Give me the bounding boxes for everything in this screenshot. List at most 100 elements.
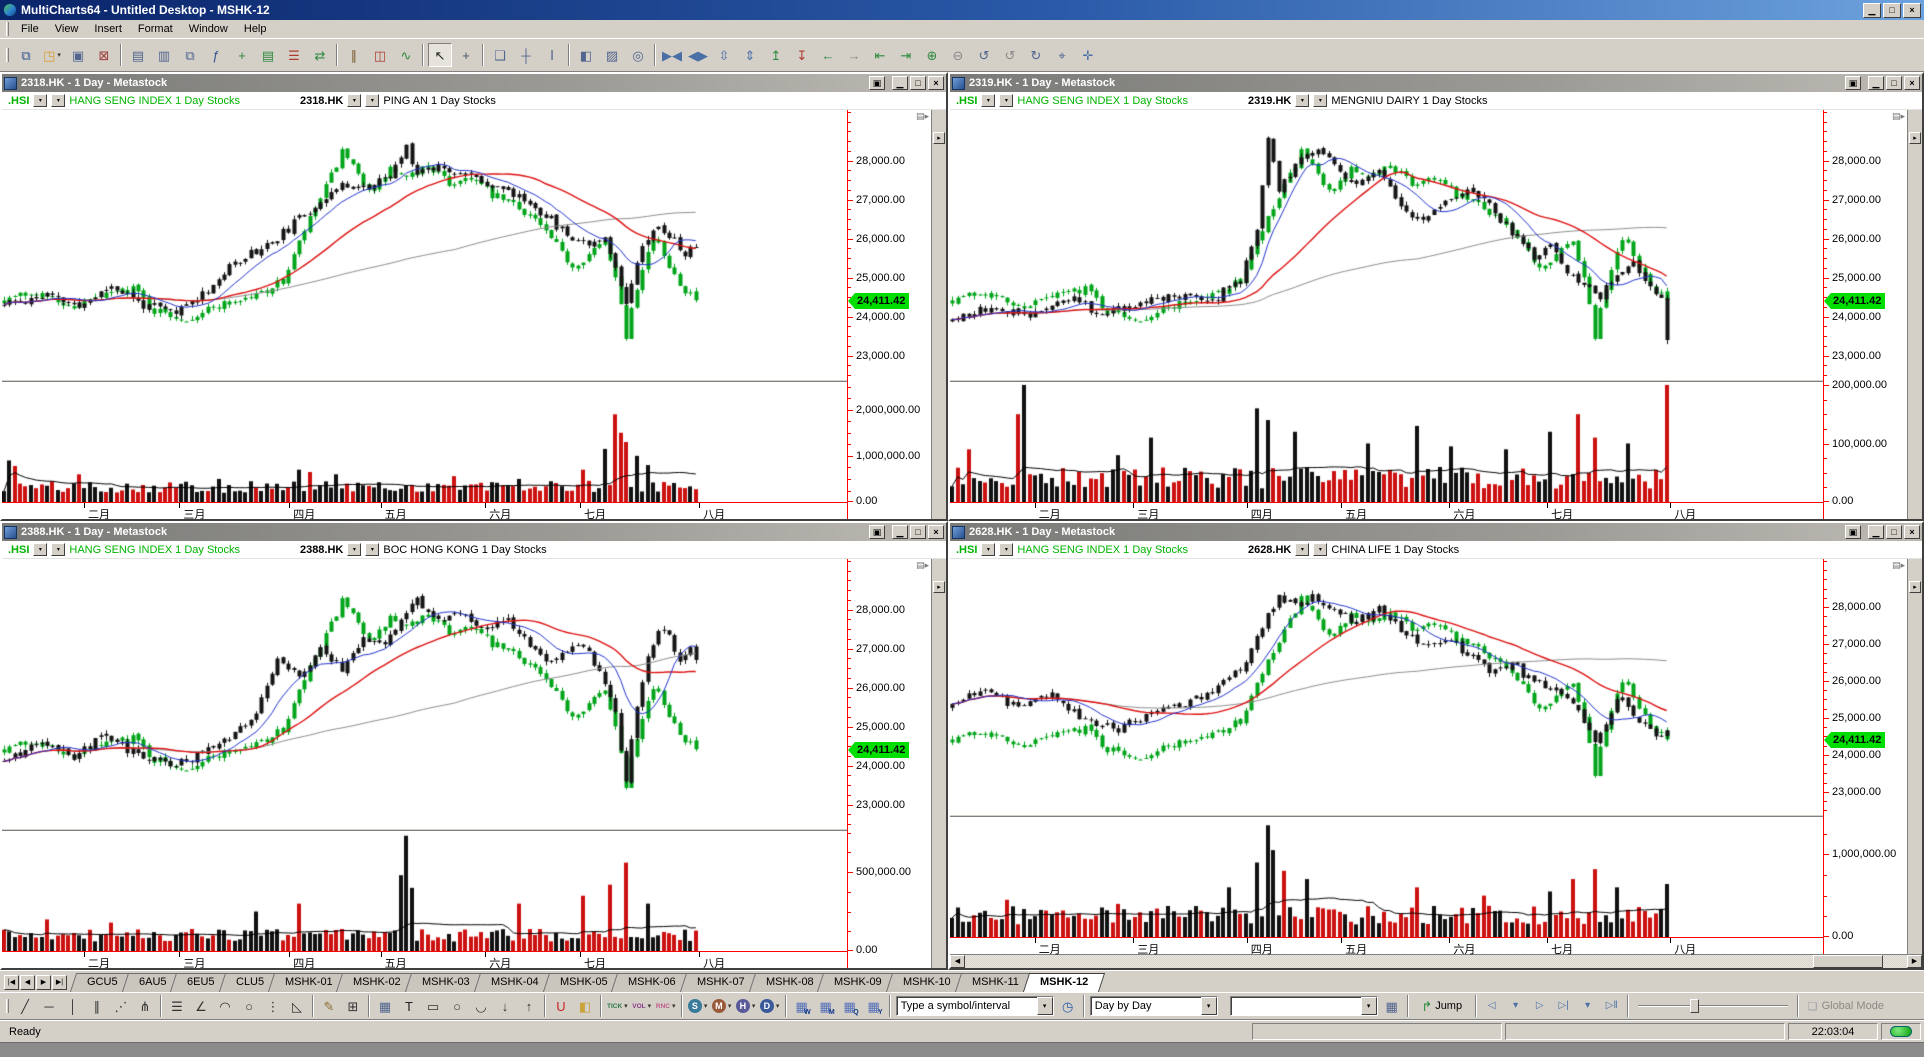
save-button[interactable]: ▣ xyxy=(66,43,90,67)
strip-expand-arrow[interactable]: ▸ xyxy=(1909,581,1921,593)
symbol-combo-dropdown[interactable]: ▾ xyxy=(1036,997,1053,1015)
stock-symbol-dropdown[interactable]: ▾ xyxy=(347,543,362,556)
chart-image-button[interactable]: ▨ xyxy=(600,43,624,67)
expand-horizontal-button[interactable]: ◀▶ xyxy=(686,43,710,67)
chart-finder-button[interactable]: ◎ xyxy=(626,43,650,67)
stock-interval-dropdown[interactable]: ▾ xyxy=(1313,94,1328,107)
insert-study-button[interactable]: + xyxy=(230,43,254,67)
new-chart-window-button[interactable]: ⧉ xyxy=(14,43,38,67)
menu-view[interactable]: View xyxy=(54,23,79,35)
axis-panel-toggle-icon[interactable]: ▤▸ xyxy=(1891,560,1905,570)
replay-symbol-dropdown[interactable]: ▾ xyxy=(1360,997,1377,1015)
draw-gann-fan-button[interactable]: ◺ xyxy=(286,995,308,1017)
volume-canvas-2388.HK[interactable] xyxy=(2,831,847,951)
zoom-tool-button[interactable]: ⌖ xyxy=(1050,43,1074,67)
app-minimize-button[interactable]: ▁ xyxy=(1863,2,1881,18)
draw-arc-button[interactable]: ◡ xyxy=(470,995,492,1017)
interval-minutes-button[interactable]: M ▾ xyxy=(711,995,733,1017)
chart-maximize-button[interactable]: □ xyxy=(910,76,926,90)
workspace-tab-mshk-12[interactable]: MSHK-12 xyxy=(1022,973,1105,992)
pane-splitter[interactable] xyxy=(2,379,847,382)
stock-symbol-dropdown[interactable]: ▾ xyxy=(347,94,362,107)
index-interval-dropdown[interactable]: ▾ xyxy=(999,543,1014,556)
chart-maximize-button[interactable]: □ xyxy=(910,525,926,539)
reload-data-button[interactable]: ⇄ xyxy=(308,43,332,67)
replay-mode-select[interactable]: Day by Day ▾ xyxy=(1089,996,1218,1016)
interval-hours-dropdown[interactable]: ▾ xyxy=(751,1003,756,1010)
undo-button[interactable]: ↺ xyxy=(972,43,996,67)
scale-up-button[interactable]: ↥ xyxy=(764,43,788,67)
crosshair-button[interactable]: + xyxy=(454,43,478,67)
draw-parallel-button[interactable]: ∥ xyxy=(86,995,108,1017)
draw-rectangle-button[interactable]: ▭ xyxy=(422,995,444,1017)
zoom-out-button[interactable]: ⊖ xyxy=(946,43,970,67)
zoom-in-button[interactable]: ⊕ xyxy=(920,43,944,67)
price-canvas-2319.HK[interactable] xyxy=(950,110,1823,379)
chart-restore-button[interactable]: ▣ xyxy=(1845,76,1861,90)
tab-nav-next-button[interactable]: ▶ xyxy=(36,975,51,990)
pan-button[interactable]: ✛ xyxy=(1076,43,1100,67)
horizontal-scrollbar[interactable]: ◀ ▶ xyxy=(950,954,1922,968)
axis-panel-toggle-icon[interactable]: ▤▸ xyxy=(1891,111,1905,121)
chart-maximize-button[interactable]: □ xyxy=(1886,525,1902,539)
strip-expand-arrow[interactable]: ▸ xyxy=(933,581,945,593)
index-symbol-dropdown[interactable]: ▾ xyxy=(33,94,48,107)
format-symbol-button[interactable]: ▥ xyxy=(152,43,176,67)
chart-close-button[interactable]: × xyxy=(1904,76,1920,90)
draw-fib-circle-button[interactable]: ○ xyxy=(238,995,260,1017)
scroll-left-button[interactable]: ← xyxy=(816,43,840,67)
axis-panel-toggle-icon[interactable]: ▤▸ xyxy=(915,560,929,570)
chart-minimize-button[interactable]: ▁ xyxy=(892,525,908,539)
interval-volume-dropdown[interactable]: ▾ xyxy=(647,1003,652,1010)
app-close-button[interactable]: × xyxy=(1903,2,1921,18)
pointer-button[interactable]: ↖ xyxy=(428,43,452,67)
draw-grid-button[interactable]: ⊞ xyxy=(342,995,364,1017)
interval-volume-button[interactable]: VOL ▾ xyxy=(631,995,653,1017)
open-dropdown[interactable]: ▾ xyxy=(57,52,61,59)
index-symbol-dropdown[interactable]: ▾ xyxy=(981,94,996,107)
menu-insert[interactable]: Insert xyxy=(94,23,122,35)
scroll-left-arrow[interactable]: ◀ xyxy=(950,955,965,968)
interval-seconds-button[interactable]: S ▾ xyxy=(687,995,709,1017)
draw-horizontal-line-button[interactable]: ─ xyxy=(38,995,60,1017)
close-window-button[interactable]: ⊠ xyxy=(92,43,116,67)
draw-fib-timezones-button[interactable]: ⋮ xyxy=(262,995,284,1017)
replay-play-button[interactable]: ▷ xyxy=(1529,995,1551,1017)
replay-back-dropdown-button[interactable]: ▾ xyxy=(1505,995,1527,1017)
chart-close-button[interactable]: × xyxy=(1904,525,1920,539)
interval-range-button[interactable]: RNC ▾ xyxy=(655,995,677,1017)
format-painter-button[interactable]: ◧ xyxy=(574,995,596,1017)
symbol-interval-combo[interactable]: Type a symbol/interval ▾ xyxy=(895,996,1054,1016)
app-titlebar[interactable]: MultiCharts64 - Untitled Desktop - MSHK-… xyxy=(0,0,1924,20)
pane-splitter[interactable] xyxy=(950,379,1823,382)
tab-nav-previous-button[interactable]: ◀ xyxy=(20,975,35,990)
tab-nav-first-button[interactable]: |◀ xyxy=(4,975,19,990)
data-list-button[interactable]: ☰ xyxy=(282,43,306,67)
scroll-track[interactable] xyxy=(965,955,1907,968)
replay-ff-dropdown-button[interactable]: ▾ xyxy=(1577,995,1599,1017)
index-interval-dropdown[interactable]: ▾ xyxy=(51,543,66,556)
stock-interval-dropdown[interactable]: ▾ xyxy=(365,543,380,556)
global-mode-toggle[interactable]: ❏ Global Mode xyxy=(1808,1000,1884,1013)
interval-minutes-dropdown[interactable]: ▾ xyxy=(727,1003,732,1010)
stock-symbol-dropdown[interactable]: ▾ xyxy=(1295,543,1310,556)
draw-fib-lines-button[interactable]: ☰ xyxy=(166,995,188,1017)
redo-button[interactable]: ↻ xyxy=(1024,43,1048,67)
chart-minimize-button[interactable]: ▁ xyxy=(892,76,908,90)
draw-arrow-up-button[interactable]: ↑ xyxy=(518,995,540,1017)
space-left-button[interactable]: ⇤ xyxy=(868,43,892,67)
interval-yearly-button[interactable]: ▦ Y xyxy=(863,995,885,1017)
draw-arrow-down-button[interactable]: ↓ xyxy=(494,995,516,1017)
draw-pencil-button[interactable]: ✎ xyxy=(318,995,340,1017)
chart-close-button[interactable]: × xyxy=(928,76,944,90)
chart-restore-button[interactable]: ▣ xyxy=(869,76,885,90)
replay-back-button[interactable]: ◁ xyxy=(1481,995,1503,1017)
menu-window[interactable]: Window xyxy=(188,23,228,35)
replay-symbol-select[interactable]: ▾ xyxy=(1229,996,1378,1016)
format-studies-button[interactable]: ◫ xyxy=(368,43,392,67)
replay-speed-slider[interactable] xyxy=(1637,996,1788,1016)
insert-function-button[interactable]: ƒ xyxy=(204,43,228,67)
jump-button[interactable]: ↱ Jump xyxy=(1416,995,1468,1017)
pane-splitter[interactable] xyxy=(2,828,847,831)
chart-minimize-button[interactable]: ▁ xyxy=(1868,525,1884,539)
